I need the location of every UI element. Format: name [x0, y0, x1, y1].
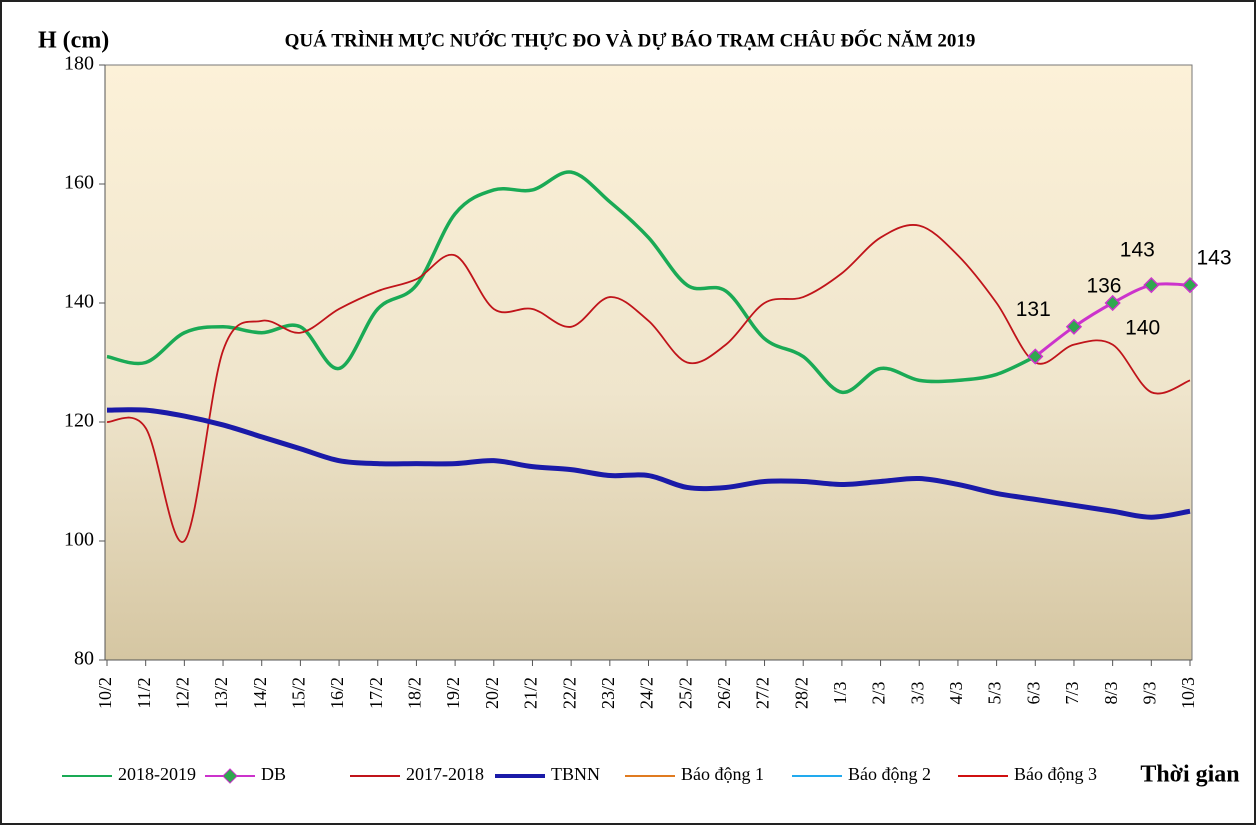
y-tick-label: 160: [64, 172, 94, 194]
legend-label: TBNN: [551, 764, 600, 784]
x-tick-label: 28/2: [791, 677, 811, 709]
x-tick-label: 9/3: [1139, 681, 1159, 704]
marker: [1181, 277, 1199, 294]
legend-label: 2018-2019: [118, 764, 196, 784]
x-tick-label: 10/3: [1178, 677, 1198, 709]
x-tick-label: 12/2: [172, 677, 192, 709]
data-label: 131: [1016, 298, 1051, 321]
data-label: 136: [1086, 274, 1121, 297]
data-label: 143: [1196, 247, 1231, 270]
x-tick-label: 5/3: [985, 681, 1005, 704]
y-tick-label: 100: [64, 529, 94, 551]
x-tick-label: 13/2: [211, 677, 231, 709]
x-tick-label: 8/3: [1101, 681, 1121, 704]
chart-title: QUÁ TRÌNH MỰC NƯỚC THỰC ĐO VÀ DỰ BÁO TRẠ…: [285, 29, 976, 51]
x-tick-label: 18/2: [405, 677, 425, 709]
x-tick-label: 11/2: [134, 677, 154, 708]
data-label: 140: [1125, 317, 1160, 340]
x-tick-label: 22/2: [559, 677, 579, 709]
legend-label: 2017-2018: [406, 764, 484, 784]
x-tick-label: 6/3: [1023, 681, 1043, 704]
x-tick-label: 19/2: [443, 677, 463, 709]
x-tick-label: 17/2: [366, 677, 386, 709]
legend-label: Báo động 1: [681, 764, 764, 784]
x-tick-label: 21/2: [521, 677, 541, 709]
series-line: [106, 224, 1191, 543]
y-tick-label: 120: [64, 410, 94, 432]
x-tick-label: 26/2: [714, 677, 734, 709]
marker: [1143, 277, 1160, 294]
x-tick-label: 3/3: [907, 681, 927, 704]
x-axis-title: Thời gian: [1140, 762, 1239, 788]
legend-label: Báo động 2: [848, 764, 931, 784]
y-tick-label: 140: [64, 291, 94, 313]
legend-label: DB: [261, 764, 286, 784]
marker: [1065, 318, 1083, 335]
x-tick-label: 15/2: [289, 677, 309, 709]
marker: [1027, 348, 1044, 365]
x-tick-label: 20/2: [482, 677, 502, 709]
marker: [1104, 294, 1121, 312]
x-tick-label: 16/2: [327, 677, 347, 709]
series-line: [106, 407, 1191, 520]
x-tick-label: 14/2: [250, 677, 270, 709]
x-tick-label: 7/3: [1062, 681, 1082, 704]
x-tick-label: 1/3: [830, 681, 850, 704]
y-axis-title: H (cm): [38, 28, 109, 54]
series-line: [106, 170, 1037, 395]
data-label: 143: [1120, 239, 1155, 262]
x-tick-label: 25/2: [675, 677, 695, 709]
y-tick-label: 80: [74, 648, 94, 670]
x-tick-label: 10/2: [95, 677, 115, 709]
x-tick-label: 27/2: [753, 677, 773, 709]
x-tick-label: 23/2: [598, 677, 618, 709]
plot-area: [104, 64, 1193, 661]
legend-marker: [222, 768, 238, 784]
x-tick-label: 4/3: [946, 681, 966, 704]
x-tick-label: 24/2: [637, 677, 657, 709]
x-tick-label: 2/3: [869, 681, 889, 704]
y-tick-label: 180: [64, 53, 94, 75]
legend-label: Báo động 3: [1014, 764, 1097, 784]
